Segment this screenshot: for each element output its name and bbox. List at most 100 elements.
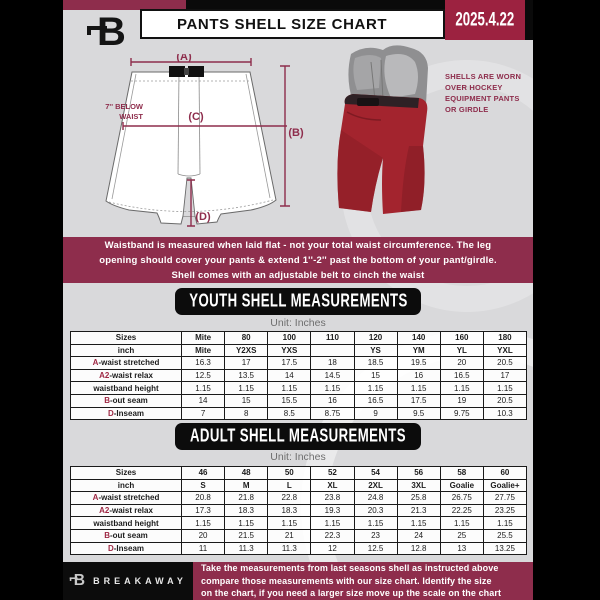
table-cell: 12 [310,541,355,556]
table-cell: 26.75 [439,491,484,505]
table-cell: 3XL [396,478,441,493]
table-cell: 25.8 [396,491,441,505]
table-cell: 100 [267,331,312,345]
row-label-cell: inch [70,343,182,358]
table-cell: 1.15 [353,381,398,395]
footer-instructions: Take the measurements from last seasons … [193,562,533,600]
table-cell: 17.5 [267,356,312,370]
photo-caption-line: OR GIRDLE [445,105,489,114]
table-cell: 18.3 [267,503,312,518]
svg-text:(B): (B) [288,127,304,139]
table-cell: 15 [353,368,398,383]
table-cell: 16 [396,368,441,383]
table-cell: 56 [396,466,441,480]
table-cell: 8.5 [267,406,312,421]
table-cell: 20.5 [482,356,528,370]
table-cell: 80 [224,331,269,345]
footer-brand-block: B BREAKAWAY [63,562,193,600]
photo-caption-line: EQUIPMENT PANTS [445,94,520,103]
table-cell: 1.15 [267,516,312,530]
table-cell: 1.15 [224,516,269,530]
table-cell: 18 [310,356,355,370]
table-cell: 17 [482,368,528,383]
table-cell: XL [310,478,355,493]
table-cell: 23.8 [310,491,355,505]
table-cell: 20.3 [353,503,398,518]
row-label-cell: B-out seam [70,393,182,408]
date-badge: 2025.4.22 [445,0,525,40]
table-cell: 23.25 [482,503,528,518]
shell-photo [337,45,428,214]
youth-measurements-table: Sizes Mite 80 100 110 120 140 160 180 inch Mite Y2X… [70,331,528,421]
adult-banner-text: ADULT SHELL MEASUREMENTS [190,425,406,447]
notice-line: Waistband is measured when laid flat - n… [104,239,492,251]
table-cell: 8.75 [310,406,355,421]
table-cell: 1.15 [439,516,484,530]
table-cell: 180 [482,331,528,345]
table-cell: YS [353,343,398,358]
table-cell: 13.25 [482,541,528,556]
row-label-cell: A-waist stretched [70,356,182,370]
row-label-cell: A2-waist relax [70,368,182,383]
table-cell: M [224,478,269,493]
table-cell: 9.75 [439,406,484,421]
photo-caption-line: OVER HOCKEY [445,83,503,92]
table-cell: YXS [267,343,312,358]
table-cell: 14.5 [310,368,355,383]
table-cell: 22.8 [267,491,312,505]
table-cell: 16.3 [180,356,226,370]
table-cell: 1.15 [396,381,441,395]
table-cell: 23 [353,528,398,543]
youth-unit-label: Unit: Inches [270,317,326,329]
table-cell: 7 [180,406,226,421]
table-cell: 14 [180,393,226,408]
table-cell: 54 [353,466,398,480]
waist-note: 7'' BELOW WAIST [81,102,143,122]
notice-line: Shell comes with an adjustable belt to c… [171,269,425,281]
table-cell: Mite [180,343,226,358]
table-cell: YL [439,343,484,358]
table-row: Sizes Mite 80 100 110 120 140 160 180 [70,331,528,345]
top-strip-black [186,0,445,10]
table-cell: 46 [180,466,226,480]
table-cell: 14 [267,368,312,383]
table-cell: 16 [310,393,355,408]
table-cell: 8 [224,406,269,421]
row-label-cell: waistband height [70,516,182,530]
youth-section-banner: YOUTH SHELL MEASUREMENTS [175,288,421,315]
table-cell: 1.15 [396,516,441,530]
table-cell: 1.15 [353,516,398,530]
table-cell: 22.25 [439,503,484,518]
table-cell: 50 [267,466,312,480]
table-cell: 160 [439,331,484,345]
adult-section-banner: ADULT SHELL MEASUREMENTS [175,423,421,450]
table-row: B-out seam 20 21.5 21 22.3 23 24 25 25.5 [70,528,528,543]
adult-unit-label: Unit: Inches [270,451,326,463]
row-label-cell: A2-waist relax [70,503,182,518]
breakaway-b-logo-icon: B [85,9,131,54]
table-cell: 20 [439,356,484,370]
footer: B BREAKAWAY Take the measurements from l… [63,562,533,600]
table-cell: 17.3 [180,503,226,518]
measurement-diagram: (A) (B) (C) (D) 7'' BELOW WAIST [63,40,533,237]
photo-caption-line: SHELLS ARE WORN [445,72,522,81]
footer-instruction-line: Take the measurements from last seasons … [201,563,499,574]
table-cell: 15.5 [267,393,312,408]
table-cell: 60 [482,466,528,480]
table-cell: 19.5 [396,356,441,370]
table-cell: 21.3 [396,503,441,518]
table-cell: 2XL [353,478,398,493]
table-cell: 12.5 [180,368,226,383]
table-row: B-out seam 14 15 15.5 16 16.5 17.5 19 20.5 [70,393,528,408]
table-cell: 1.15 [267,381,312,395]
table-cell: Goalie [439,478,484,493]
table-row: inch Mite Y2XS YXS YS YM YL YXL [70,343,528,358]
table-cell: 11.3 [267,541,312,556]
table-cell: 52 [310,466,355,480]
footer-instruction-line: compare those measurements with our size… [201,575,492,586]
adult-measurements-table: Sizes 46 48 50 52 54 56 58 60 inch S M L XL 2XL 3XL Goal… [70,466,528,556]
table-cell: 25 [439,528,484,543]
table-cell: 21 [267,528,312,543]
table-cell: 17.5 [396,393,441,408]
